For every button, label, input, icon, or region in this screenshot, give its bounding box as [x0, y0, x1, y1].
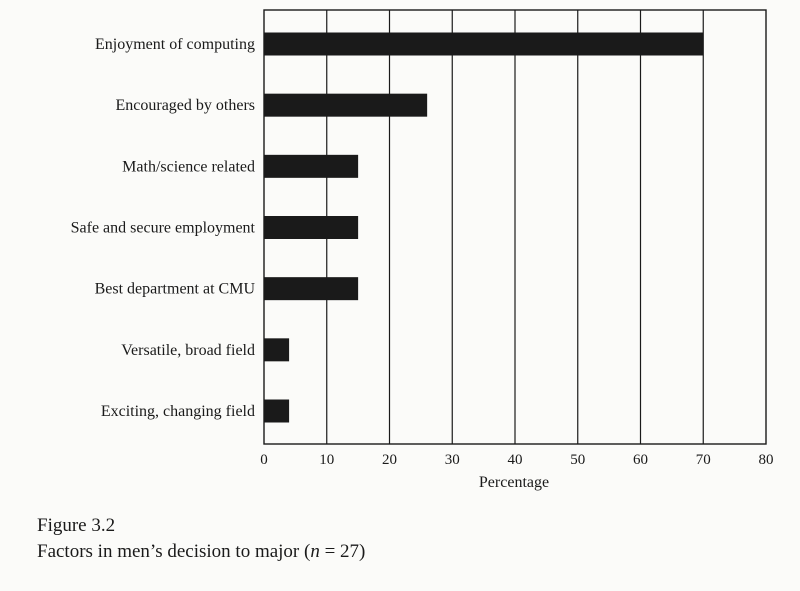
figure-number: Figure 3.2: [37, 515, 116, 536]
bars: [264, 32, 704, 423]
category-label: Safe and secure employment: [71, 220, 256, 237]
x-tick-label: 80: [759, 452, 774, 468]
x-tick-label: 50: [570, 452, 585, 468]
bar: [264, 32, 704, 56]
bar: [264, 338, 290, 362]
category-label: Exciting, changing field: [101, 403, 255, 420]
bar-chart: Enjoyment of computing Encouraged by othe…: [71, 9, 774, 491]
x-tick-labels: 0 10 20 30 40 50 60 70 80: [260, 452, 773, 468]
x-tick-label: 30: [445, 452, 460, 468]
category-label: Enjoyment of computing: [95, 36, 255, 53]
gridlines: [263, 9, 767, 445]
x-tick-label: 10: [319, 452, 334, 468]
bar: [264, 277, 359, 301]
category-label: Math/science related: [122, 158, 255, 175]
figure-title-n: n: [310, 541, 320, 562]
category-label: Encouraged by others: [115, 97, 255, 114]
bar: [264, 93, 428, 117]
figure-title: Factors in men’s decision to major (n = …: [37, 541, 365, 563]
figure-title-prefix: Factors in men’s decision to major (: [37, 541, 311, 562]
x-tick-label: 40: [508, 452, 523, 468]
bar: [264, 154, 359, 178]
x-tick-label: 0: [260, 452, 268, 468]
x-axis-title: Percentage: [479, 474, 549, 491]
bar: [264, 399, 290, 423]
category-label: Best department at CMU: [95, 281, 256, 298]
category-label: Versatile, broad field: [121, 342, 255, 359]
bar: [264, 216, 359, 239]
x-tick-label: 20: [382, 452, 397, 468]
x-tick-label: 60: [633, 452, 648, 468]
category-labels: Enjoyment of computing Encouraged by othe…: [71, 36, 256, 420]
figure-caption: Figure 3.2 Factors in men’s decision to …: [37, 515, 365, 563]
x-tick-label: 70: [696, 452, 711, 468]
figure-title-suffix: = 27): [319, 541, 366, 562]
